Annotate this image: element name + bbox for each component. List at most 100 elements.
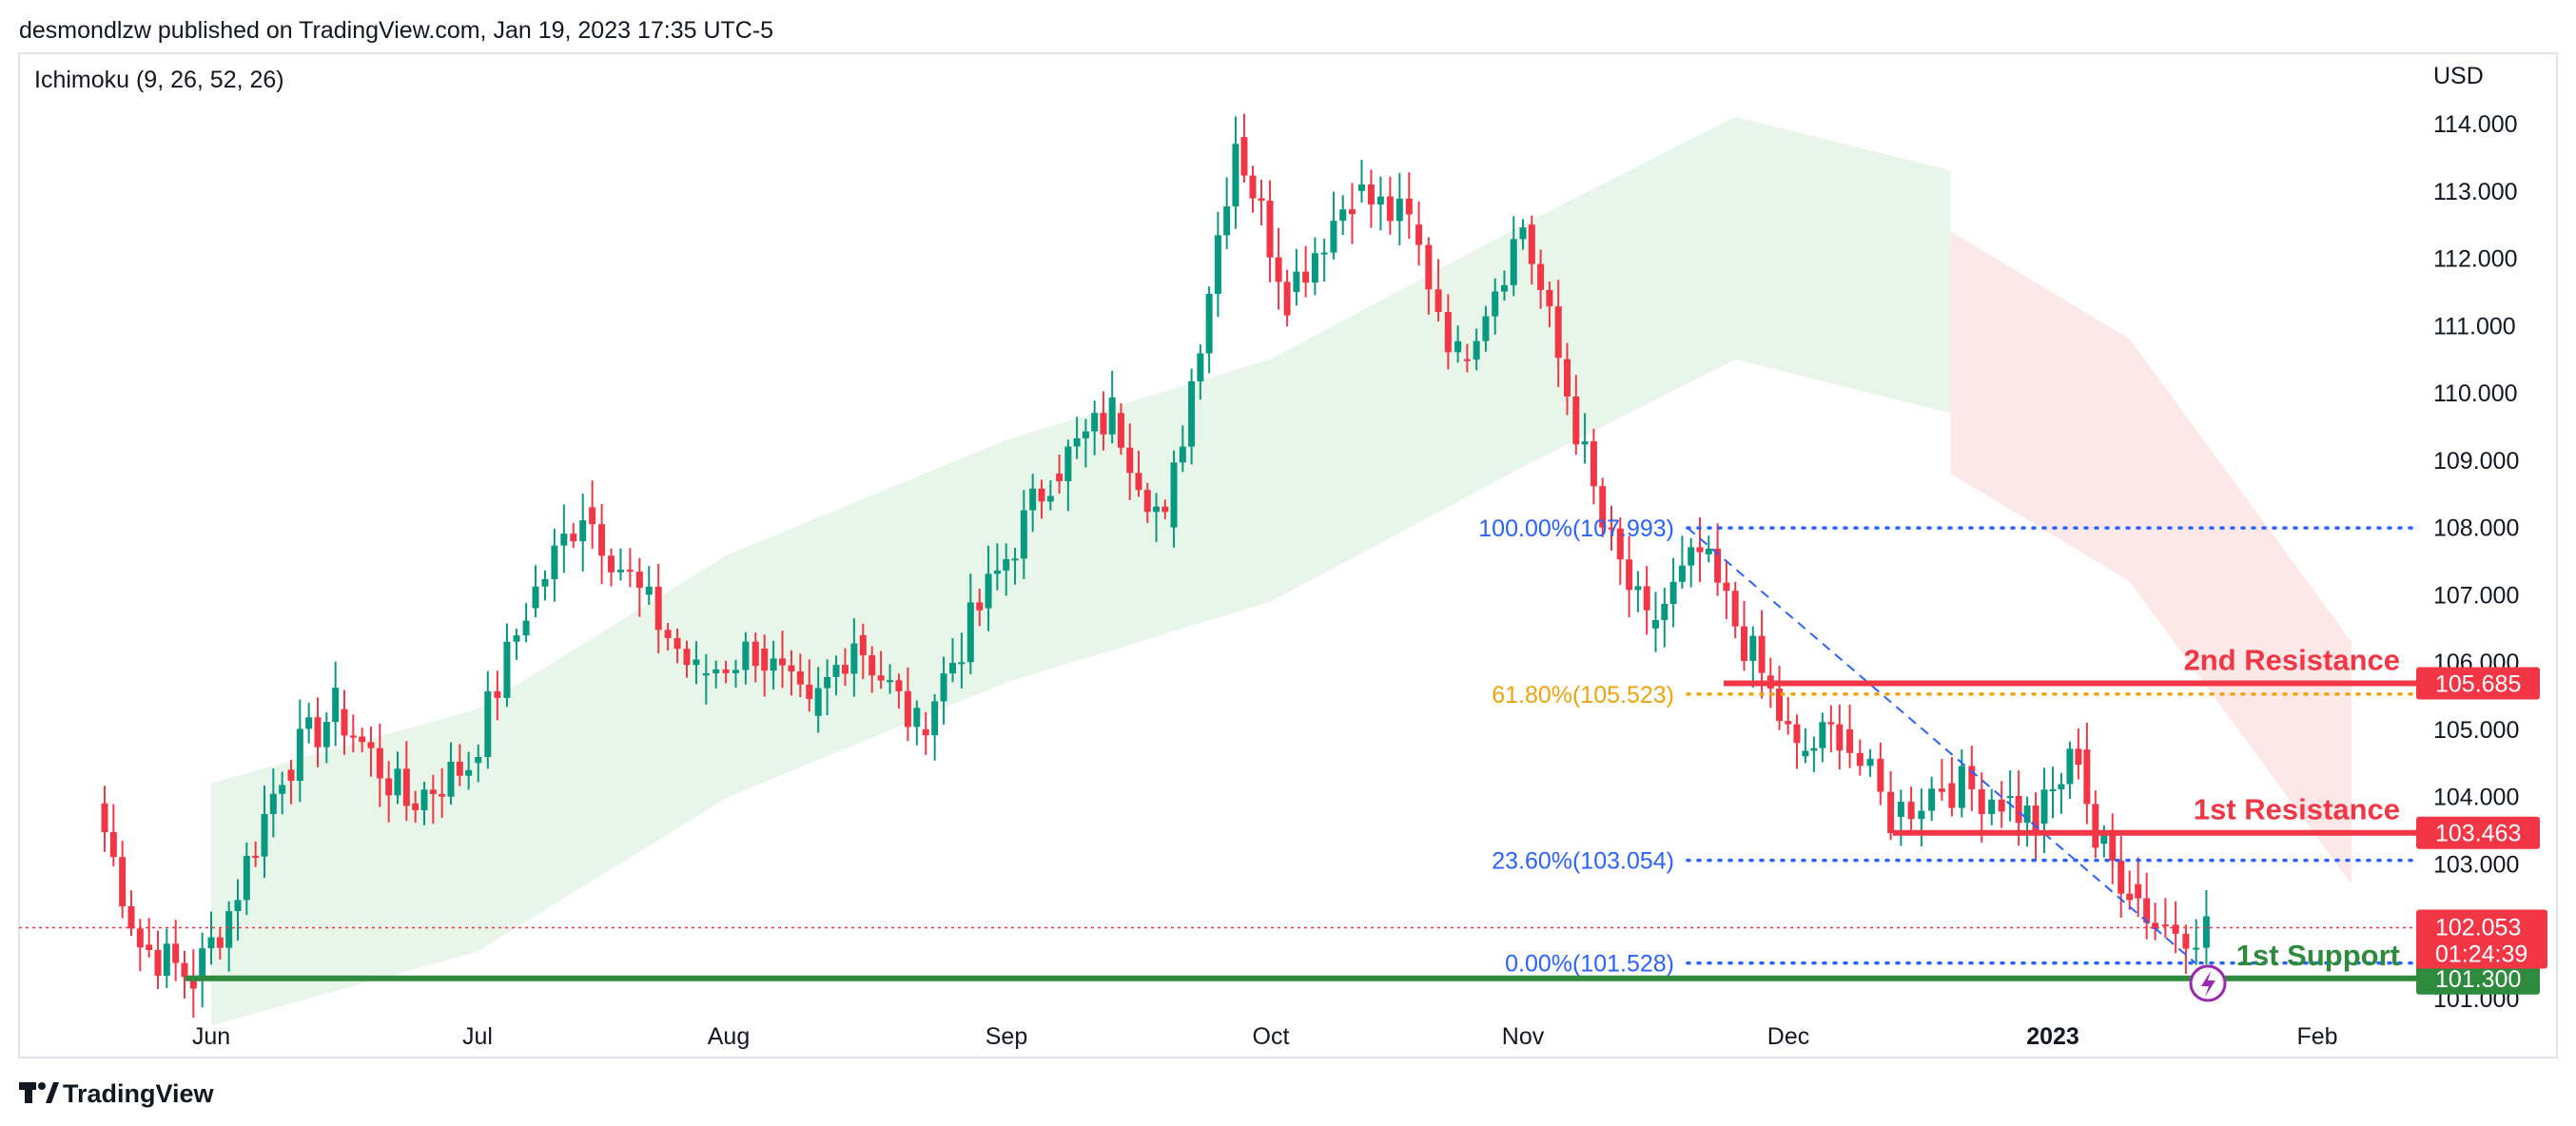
candle (608, 548, 615, 587)
svg-text:105.685: 105.685 (2435, 670, 2521, 697)
candle (181, 950, 188, 999)
y-tick-label: 107.000 (2433, 582, 2519, 609)
candle (305, 702, 313, 744)
candle (1320, 238, 1328, 282)
x-tick-label: Jun (192, 1023, 230, 1050)
brand-name: TradingView (63, 1079, 215, 1108)
candle (1678, 535, 1686, 590)
candle (985, 545, 992, 631)
svg-text:101.300: 101.300 (2435, 966, 2521, 993)
candle (913, 700, 921, 746)
candle (1634, 571, 1642, 612)
candle (146, 918, 153, 958)
candle (2143, 872, 2151, 940)
last-price-value: 102.053 (2435, 914, 2521, 941)
candle (1405, 172, 1413, 239)
candle (832, 655, 840, 696)
y-tick-label: 109.000 (2433, 448, 2519, 475)
candle (314, 697, 322, 767)
candle (1846, 704, 1854, 768)
candle (579, 494, 587, 572)
candle (1003, 543, 1010, 596)
candle (1749, 626, 1757, 688)
level-label: 2nd Resistance (2184, 643, 2400, 676)
candle (1877, 742, 1884, 806)
y-axis[interactable]: 114.000 113.000 112.000 111.000 110.000 109.0… (2433, 111, 2519, 1013)
candle (1510, 216, 1517, 297)
candle (1170, 450, 1178, 548)
candle (279, 771, 286, 815)
candle (163, 928, 170, 988)
candle (394, 751, 401, 805)
candle (322, 711, 330, 764)
candle (269, 768, 277, 838)
candle (1240, 113, 1248, 184)
candle (359, 728, 366, 752)
candle (2006, 770, 2014, 822)
candle (2109, 813, 2117, 884)
y-tick-label: 114.000 (2433, 111, 2518, 138)
candle (429, 774, 437, 825)
candle (1866, 748, 1874, 777)
candle (1454, 325, 1462, 363)
candle (484, 670, 492, 769)
candle (1386, 176, 1394, 235)
tradingview-logo[interactable]: TradingView (19, 1079, 215, 1108)
candle (904, 667, 911, 742)
alert-icon[interactable] (2189, 964, 2227, 1002)
candle (1056, 455, 1064, 495)
candle (770, 640, 777, 690)
candle (1232, 116, 1239, 229)
candle (598, 503, 606, 585)
svg-text:103.463: 103.463 (2435, 821, 2521, 847)
candle (261, 786, 268, 879)
candle (1082, 418, 1089, 468)
fibonacci-retracement[interactable]: 100.00%(107.993) 61.80%(105.523) 23.60%(10… (1478, 515, 2418, 978)
candle (101, 786, 108, 852)
price-badge: 103.463 (2416, 816, 2540, 849)
indicator-label[interactable]: Ichimoku (9, 26, 52, 26) (34, 67, 284, 93)
support-resistance-levels[interactable]: 2nd Resistance 1st Resistance 1st Support (19, 643, 2416, 981)
candle (532, 565, 539, 618)
candle (1249, 165, 1257, 213)
candle (1669, 557, 1677, 628)
candle (1918, 788, 1925, 846)
candle (841, 648, 849, 687)
candle (1311, 237, 1318, 296)
fib-level-label: 100.00%(107.993) (1478, 515, 1674, 542)
candle (1661, 588, 1669, 648)
candle (2058, 772, 2065, 814)
candle (207, 911, 215, 965)
x-axis[interactable]: Jun Jul Aug Sep Oct Nov Dec 2023 Feb (192, 1023, 2338, 1050)
candle (1938, 759, 1945, 801)
candle (1836, 704, 1844, 769)
candle (993, 543, 1001, 591)
candle (1434, 259, 1442, 321)
candle (751, 632, 759, 683)
candle (616, 548, 624, 581)
y-tick-label: 104.000 (2433, 785, 2519, 811)
candle (1367, 169, 1375, 228)
candle (1223, 177, 1231, 249)
candle (1608, 505, 1615, 552)
y-axis-unit: USD (2433, 63, 2484, 89)
candle (1998, 781, 2005, 828)
candlestick-series (101, 113, 2210, 1019)
cloud-bearish (1950, 231, 2352, 884)
candle (1395, 172, 1403, 246)
candle (541, 570, 549, 601)
chart-frame (18, 52, 2558, 1058)
candle (1197, 344, 1204, 400)
ichimoku-cloud (211, 116, 2352, 1026)
candle (1492, 278, 1499, 335)
candle (1519, 219, 1527, 250)
candle (494, 670, 501, 721)
candle (1819, 712, 1826, 763)
candle (788, 650, 795, 696)
candle (796, 653, 804, 698)
candle (761, 634, 769, 697)
candle (1907, 786, 1915, 836)
candle (243, 843, 250, 916)
